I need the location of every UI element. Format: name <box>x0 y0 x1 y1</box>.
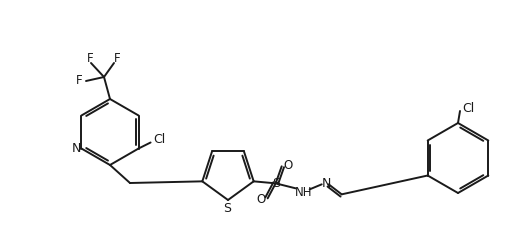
Text: O: O <box>256 193 265 206</box>
Text: O: O <box>283 159 292 172</box>
Text: S: S <box>223 203 231 216</box>
Text: F: F <box>87 52 93 64</box>
Text: S: S <box>272 177 280 190</box>
Text: N: N <box>72 142 81 155</box>
Text: F: F <box>76 74 82 88</box>
Text: F: F <box>114 52 120 64</box>
Text: NH: NH <box>295 186 312 199</box>
Text: Cl: Cl <box>462 102 474 116</box>
Text: Cl: Cl <box>153 133 165 146</box>
Text: N: N <box>322 177 331 190</box>
